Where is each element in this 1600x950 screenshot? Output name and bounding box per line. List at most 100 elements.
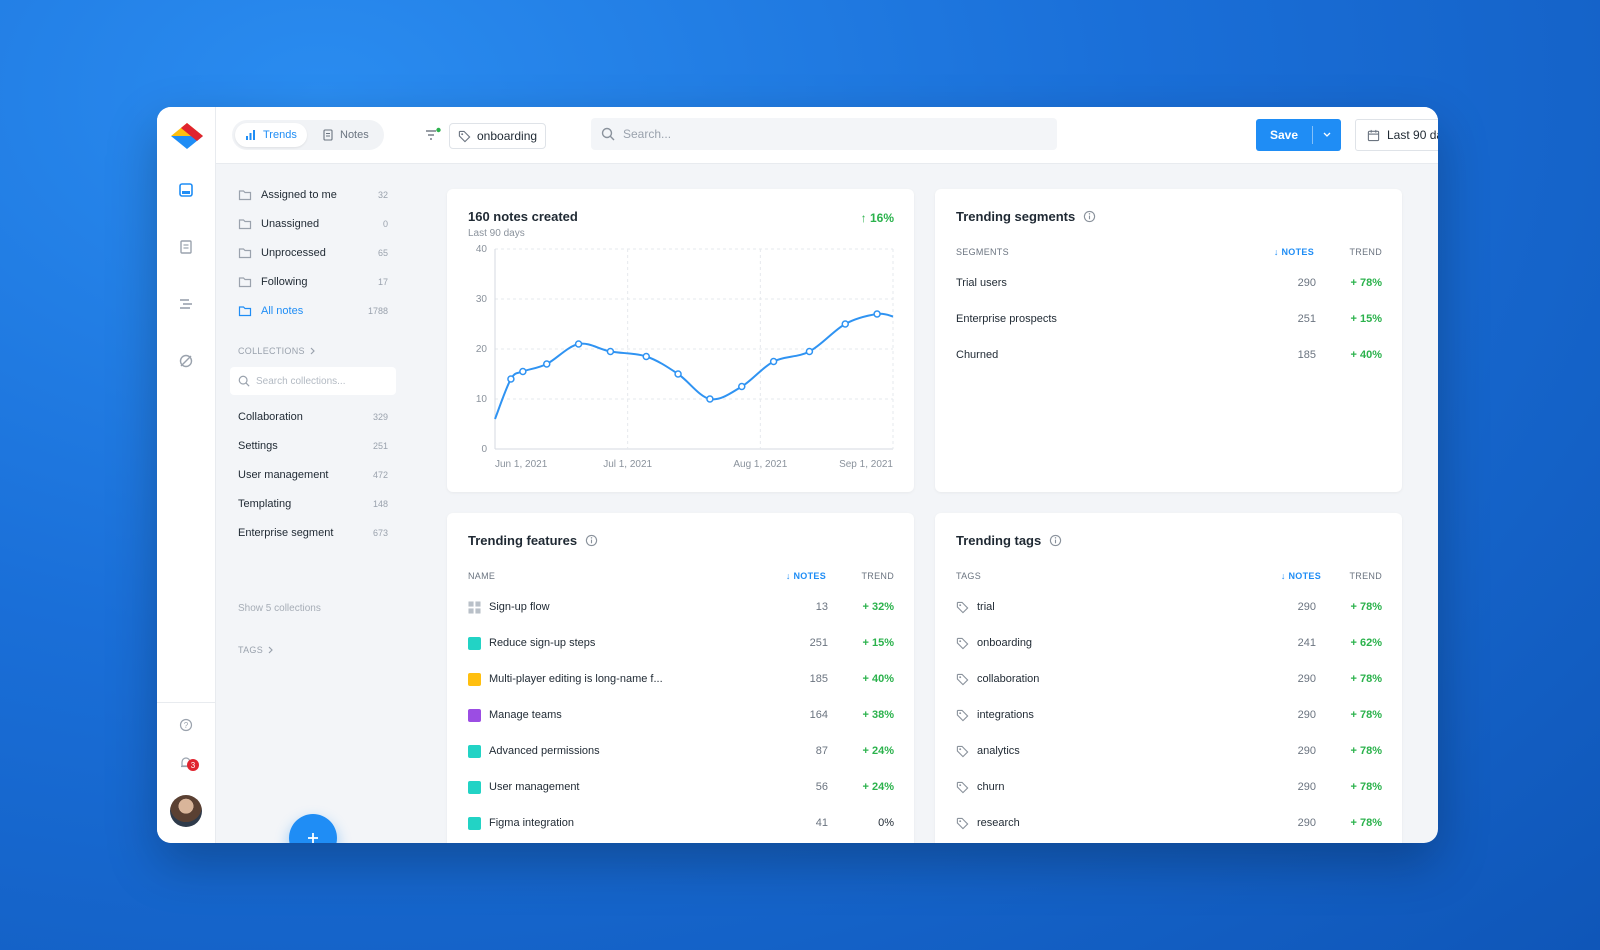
plus-icon [308, 833, 318, 843]
collection-item[interactable]: User management 472 [238, 465, 388, 485]
inbox-icon[interactable] [175, 179, 197, 201]
row-notes: 251 [1297, 313, 1316, 325]
view-label: Unassigned [261, 218, 320, 230]
active-tag-filter[interactable]: onboarding [449, 123, 547, 149]
features-row[interactable]: Advanced permissions 87 + 24% [468, 741, 894, 761]
tags-row[interactable]: trial 290 + 78% [956, 597, 1382, 617]
features-col-notes[interactable]: ↓ NOTES [785, 571, 826, 581]
row-name: churn [977, 781, 1005, 793]
tab-notes[interactable]: Notes [312, 123, 379, 147]
collection-label: Enterprise segment [238, 527, 334, 539]
tags-header[interactable]: TAGS [238, 645, 274, 655]
user-avatar[interactable] [170, 795, 202, 827]
row-name-cell: collaboration [956, 673, 1256, 686]
insights-icon[interactable] [175, 350, 197, 372]
notes-icon[interactable] [175, 236, 197, 258]
tags-row[interactable]: onboarding 241 + 62% [956, 633, 1382, 653]
segments-col-trend[interactable]: TREND [1349, 247, 1382, 257]
trending-features-card: Trending features NAME ↓ NOTES TREND Sig… [447, 513, 914, 843]
feature-color-swatch [468, 780, 481, 794]
segments-col-notes[interactable]: ↓ NOTES [1273, 247, 1314, 257]
calendar-icon [1367, 129, 1380, 141]
collection-label: Collaboration [238, 411, 303, 423]
rail-divider [157, 702, 216, 703]
collections-header[interactable]: COLLECTIONS [238, 346, 316, 356]
row-notes: 290 [1297, 673, 1316, 685]
collection-count: 251 [372, 441, 388, 451]
sidebar-view-item[interactable]: All notes 1788 [238, 301, 388, 321]
row-name: Sign-up flow [489, 601, 550, 613]
row-trend: + 24% [862, 745, 895, 757]
create-note-button[interactable] [289, 814, 337, 843]
folder-icon [238, 248, 252, 259]
date-range-button[interactable]: Last 90 days [1355, 119, 1438, 151]
info-icon[interactable] [585, 534, 598, 547]
info-icon[interactable] [1083, 210, 1096, 223]
features-row[interactable]: Figma integration 41 0% [468, 813, 894, 833]
filter-icon[interactable] [425, 127, 441, 143]
tag-icon [956, 637, 969, 649]
tags-col-trend[interactable]: TREND [1349, 571, 1382, 581]
collection-item[interactable]: Settings 251 [238, 436, 388, 456]
row-name-cell: analytics [956, 745, 1256, 758]
row-notes: 241 [1297, 637, 1316, 649]
features-col-trend[interactable]: TREND [861, 571, 894, 581]
sidebar-view-item[interactable]: Unprocessed 65 [238, 243, 388, 263]
collection-item[interactable]: Enterprise segment 673 [238, 523, 388, 543]
app-logo[interactable] [171, 123, 203, 149]
tags-row[interactable]: analytics 290 + 78% [956, 741, 1382, 761]
x-tick-label: Jun 1, 2021 [495, 459, 548, 470]
row-name-cell: research [956, 817, 1256, 830]
features-row[interactable]: User management 56 + 24% [468, 777, 894, 797]
help-icon[interactable]: ? [175, 714, 197, 736]
collection-item[interactable]: Collaboration 329 [238, 407, 388, 427]
info-icon[interactable] [1049, 534, 1062, 547]
notes-line-chart: 0 10 20 30 40 Jun 1, 2021 Jul 1, 2021 Aug 1, 20… [476, 244, 894, 470]
trending-tags-card: Trending tags TAGS ↓ NOTES TREND trial 29… [935, 513, 1402, 843]
tags-label: TAGS [238, 645, 264, 655]
sidebar-view-item[interactable]: Unassigned 0 [238, 214, 388, 234]
data-point [507, 375, 515, 383]
tags-row[interactable]: integrations 290 + 78% [956, 705, 1382, 725]
features-row[interactable]: Sign-up flow 13 + 32% [468, 597, 894, 617]
show-more-collections[interactable]: Show 5 collections [238, 603, 321, 614]
row-trend: + 40% [862, 673, 895, 685]
sidebar-view-item[interactable]: Assigned to me 32 [238, 185, 388, 205]
tags-col-notes[interactable]: ↓ NOTES [1280, 571, 1321, 581]
row-name-cell: Figma integration [468, 816, 768, 830]
row-trend: + 78% [1350, 601, 1383, 613]
row-notes: 251 [809, 637, 828, 649]
save-button-group: Save [1256, 119, 1341, 151]
collection-item[interactable]: Templating 148 [238, 494, 388, 514]
sidebar: Assigned to me 32 Unassigned 0 Unprocessed 65… [216, 164, 416, 843]
save-options-button[interactable] [1313, 132, 1341, 138]
collections-search-input[interactable] [256, 375, 386, 387]
svg-text:?: ? [184, 721, 189, 730]
tags-row[interactable]: collaboration 290 + 78% [956, 669, 1382, 689]
features-row[interactable]: Reduce sign-up steps 251 + 15% [468, 633, 894, 653]
segments-row[interactable]: Trial users 290 + 78% [956, 273, 1382, 293]
roadmap-icon[interactable] [175, 293, 197, 315]
tags-row[interactable]: research 290 + 78% [956, 813, 1382, 833]
tab-trends-label: Trends [263, 129, 297, 141]
view-count: 1788 [367, 306, 388, 316]
features-row[interactable]: Manage teams 164 + 38% [468, 705, 894, 725]
collections-label: COLLECTIONS [238, 346, 305, 356]
feature-color-swatch [468, 672, 481, 686]
collection-count: 329 [372, 412, 388, 422]
row-name: Reduce sign-up steps [489, 637, 596, 649]
data-point [542, 360, 551, 368]
features-title-text: Trending features [468, 533, 578, 548]
tags-row[interactable]: churn 290 + 78% [956, 777, 1382, 797]
search-input[interactable] [623, 127, 1043, 141]
row-name-cell: Churned [956, 349, 1256, 361]
segments-row[interactable]: Enterprise prospects 251 + 15% [956, 309, 1382, 329]
save-button[interactable]: Save [1269, 128, 1299, 142]
row-name-cell: Multi-player editing is long-name f... [468, 672, 768, 686]
folder-icon [238, 306, 252, 317]
features-row[interactable]: Multi-player editing is long-name f... 18… [468, 669, 894, 689]
row-trend: + 78% [1350, 673, 1383, 685]
tab-trends[interactable]: Trends [235, 123, 307, 147]
sidebar-view-item[interactable]: Following 17 [238, 272, 388, 292]
segments-row[interactable]: Churned 185 + 40% [956, 345, 1382, 365]
